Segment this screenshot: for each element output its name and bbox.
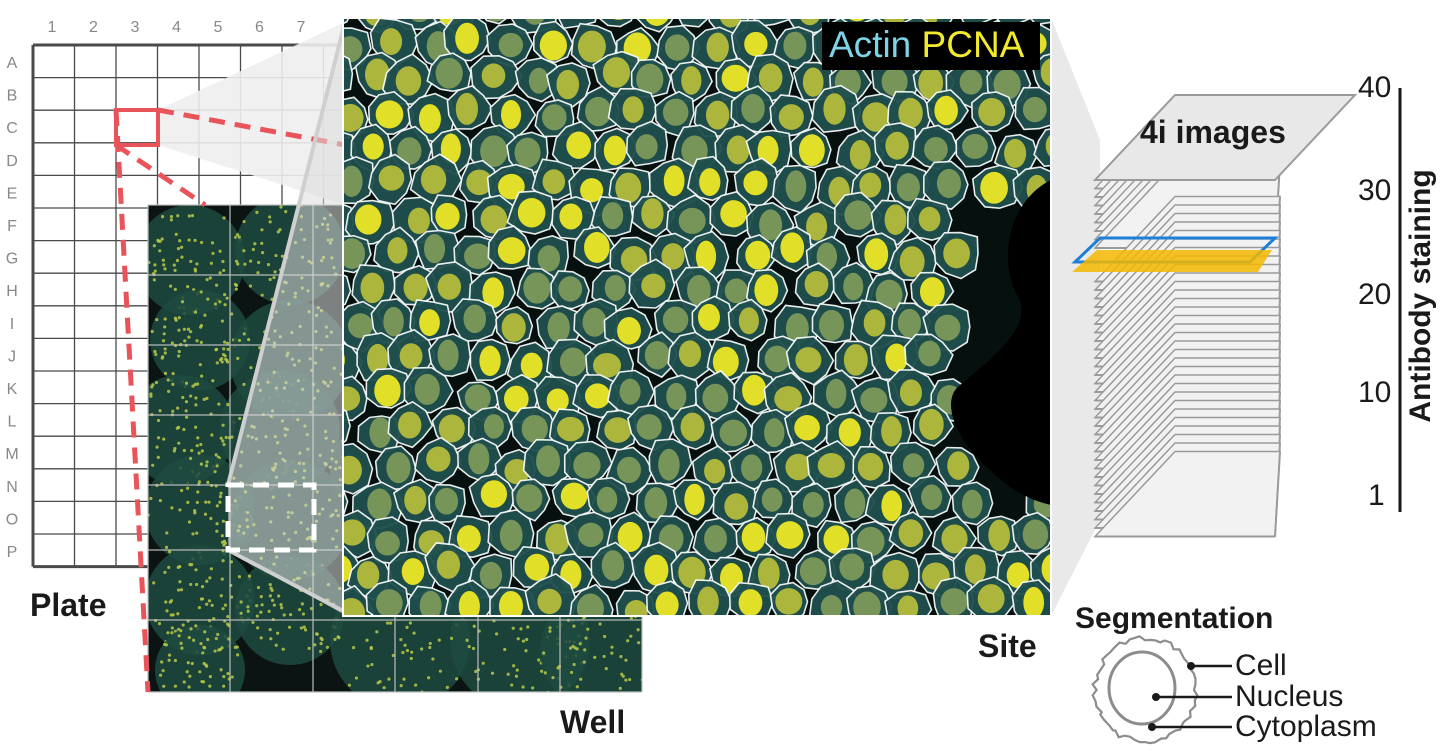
highlight-layer-pcna [1072,250,1272,272]
plate-column-label: 5 [214,19,223,36]
plate-row-label: A [7,55,18,72]
plate-label: Plate [30,587,107,623]
plate-row-label: B [7,88,18,105]
plate-row-label: P [7,544,18,561]
plate-column-label: 4 [172,19,181,36]
segmentation-diagram [1091,635,1232,745]
segmentation-title: Segmentation [1075,602,1274,635]
nucleus-outline [1107,650,1177,726]
site-cell-free-region [951,180,1051,505]
zoom-line-left [113,109,151,693]
plate-column-labels: 1 2 3 4 5 6 7 [48,19,306,36]
plate-row-label: L [8,414,17,431]
zoom-line-site-top [226,21,347,486]
image-stack [1071,94,1358,538]
plate-row-label: K [7,381,18,398]
plate-column-label: 1 [48,19,57,36]
stack-tick-40: 40 [1358,71,1392,104]
well-to-site-zoom-wedge [228,18,345,615]
stack-tick-30: 30 [1358,174,1392,207]
zoom-line-mid [114,142,207,208]
zoom-line-site-bottom [227,548,346,614]
stack-top-sheet [1092,94,1358,181]
plate-row-label: G [6,251,18,268]
legend-actin: Actin [829,24,912,65]
plate-row-label: H [6,283,18,300]
well-label: Well [560,704,626,740]
selected-plate-well [114,108,160,147]
plate-row-label: M [5,446,18,463]
plate-to-well-zoom-wedge [158,22,345,205]
plate-column-label: 2 [89,19,98,36]
plate-row-label: N [6,479,18,496]
plate-row-label: C [6,120,18,137]
plate-row-label: E [7,185,18,202]
site-legend-box [822,22,1040,70]
plate-row-label: J [8,348,16,365]
plate-column-label: 3 [131,19,140,36]
site-legend: Actin PCNA [829,26,1024,63]
plate-row-label: D [6,153,18,170]
site-to-stack-zoom-wedge [1051,18,1100,616]
segmentation-label-nucleus: Nucleus [1235,680,1344,713]
antibody-staining-label: Antibody staining [1404,169,1437,423]
cell-outline [1091,635,1199,745]
segmentation-label-cell: Cell [1235,649,1287,682]
stack-tick-1: 1 [1368,479,1385,512]
plate-column-label: 7 [297,19,306,36]
site-label: Site [978,628,1037,664]
stack-title: 4i images [1140,114,1286,150]
stack-tick-20: 20 [1358,278,1392,311]
legend-pcna: PCNA [921,24,1025,65]
stack-tick-10: 10 [1358,376,1392,409]
plate-row-label: O [6,511,18,528]
segmentation-label-cytoplasm: Cytoplasm [1235,710,1377,743]
site-image [342,17,1052,617]
plate-row-label: F [7,218,17,235]
plate-row-label: I [10,316,14,333]
plate-column-label: 6 [255,19,264,36]
